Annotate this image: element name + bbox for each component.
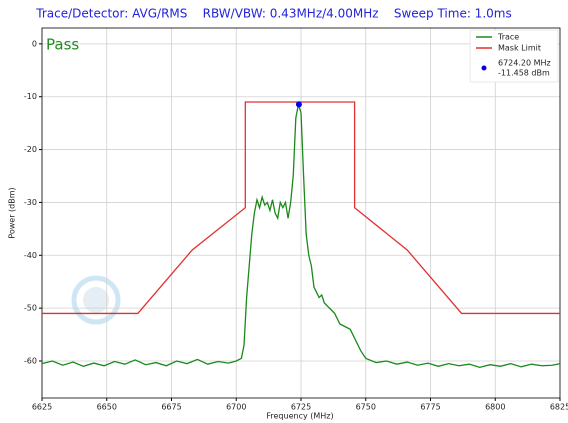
y-tick-label: -10 [24,92,37,101]
legend-label: 6724.20 MHz [498,59,551,68]
y-tick-label: -40 [24,251,37,260]
y-tick-label: -20 [24,145,37,154]
x-tick-label: 6700 [226,403,246,412]
watermark [83,287,109,313]
y-tick-label: -60 [24,357,37,366]
x-tick-label: 6750 [356,403,376,412]
y-tick-label: -30 [24,198,37,207]
y-tick-label: -50 [24,304,37,313]
x-tick-label: 6650 [97,403,117,412]
x-tick-label: 6775 [420,403,440,412]
legend-label: -11.458 dBm [498,69,550,78]
plot-frame [41,27,561,399]
x-tick-label: 6825 [550,403,568,412]
status-text: Pass [46,35,79,53]
chart-title: Trace/Detector: AVG/RMS RBW/VBW: 0.43MHz… [35,7,511,21]
y-tick-label: 0 [32,39,37,48]
series-line [41,102,561,369]
x-tick-label: 6625 [32,403,52,412]
x-tick-label: 6725 [291,403,311,412]
x-tick-label: 6800 [485,403,505,412]
legend-swatch [481,65,487,71]
y-axis-label: Power (dBm) [8,187,17,238]
legend-box [469,29,559,83]
watermark [71,275,121,325]
legend-label: Mask Limit [498,44,541,53]
legend-label: Trace [497,33,519,42]
x-tick-label: 6675 [161,403,181,412]
marker-point [295,101,302,108]
x-axis-label: Frequency (MHz) [266,412,333,421]
